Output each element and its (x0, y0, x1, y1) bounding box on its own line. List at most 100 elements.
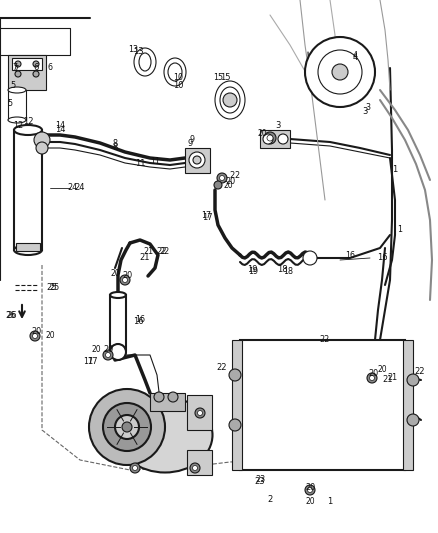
Text: 6: 6 (47, 62, 53, 71)
Circle shape (267, 135, 273, 141)
Text: 9: 9 (187, 139, 193, 148)
Text: 16: 16 (377, 254, 387, 262)
Text: 4: 4 (353, 53, 357, 62)
Text: 18: 18 (283, 268, 293, 277)
Text: 6: 6 (33, 63, 39, 72)
Circle shape (122, 422, 132, 432)
Text: 17: 17 (87, 358, 97, 367)
Text: 9: 9 (190, 135, 194, 144)
Text: 5: 5 (11, 80, 16, 90)
Text: 24: 24 (67, 183, 77, 192)
Bar (187, 395, 212, 430)
Circle shape (32, 334, 38, 338)
Text: 11: 11 (150, 157, 160, 166)
Text: 26: 26 (7, 311, 18, 320)
Circle shape (264, 132, 276, 144)
Text: 22: 22 (415, 367, 425, 376)
Circle shape (318, 50, 362, 94)
Circle shape (33, 61, 39, 67)
Text: 10: 10 (173, 74, 183, 83)
Circle shape (367, 373, 377, 383)
Circle shape (106, 352, 110, 358)
Text: 20: 20 (305, 482, 315, 491)
Ellipse shape (8, 117, 26, 123)
Text: 13: 13 (128, 45, 138, 54)
Circle shape (123, 278, 127, 282)
Circle shape (115, 415, 139, 439)
Circle shape (30, 331, 40, 341)
Circle shape (189, 152, 205, 168)
Circle shape (214, 181, 222, 189)
Text: 20: 20 (110, 269, 120, 278)
Text: 8: 8 (112, 143, 118, 152)
Bar (260, 130, 290, 148)
Circle shape (307, 488, 312, 492)
Circle shape (229, 419, 241, 431)
Bar (110, 295, 126, 350)
Bar (403, 340, 413, 470)
Bar (14, 130, 42, 250)
Text: 15: 15 (220, 74, 230, 83)
Text: 20: 20 (31, 327, 41, 336)
Circle shape (195, 408, 205, 418)
Ellipse shape (134, 48, 156, 76)
Text: 16: 16 (133, 318, 143, 327)
Text: 17: 17 (201, 211, 211, 220)
Circle shape (154, 392, 164, 402)
Text: 20: 20 (305, 497, 315, 506)
Ellipse shape (164, 58, 186, 86)
Text: 13: 13 (133, 47, 143, 56)
Circle shape (89, 389, 165, 465)
Text: 20: 20 (257, 128, 267, 138)
Text: 24: 24 (75, 183, 85, 192)
Bar (12, 58, 42, 70)
Text: 14: 14 (55, 125, 65, 134)
Text: 22: 22 (157, 247, 167, 256)
Text: 18: 18 (277, 265, 287, 274)
Circle shape (305, 37, 375, 107)
Bar (8, 55, 46, 90)
Text: 19: 19 (247, 265, 257, 274)
Text: 22: 22 (320, 335, 330, 344)
Circle shape (263, 134, 273, 144)
Circle shape (130, 463, 140, 473)
Text: 21: 21 (383, 376, 393, 384)
Text: 20: 20 (368, 369, 378, 378)
Text: 23: 23 (255, 475, 265, 484)
Ellipse shape (110, 292, 126, 298)
Bar (185, 148, 210, 173)
Text: 4: 4 (353, 51, 357, 60)
Text: 1: 1 (392, 166, 398, 174)
Circle shape (219, 175, 225, 181)
Ellipse shape (110, 347, 126, 353)
Circle shape (36, 142, 48, 154)
Bar (232, 340, 242, 470)
Bar (16, 243, 40, 251)
Text: 17: 17 (83, 358, 93, 367)
Circle shape (103, 350, 113, 360)
Text: 3: 3 (362, 108, 367, 117)
Text: 21: 21 (387, 374, 397, 383)
Text: 2: 2 (234, 171, 240, 180)
Circle shape (193, 156, 201, 164)
Ellipse shape (220, 87, 240, 113)
Circle shape (370, 376, 374, 381)
Text: 19: 19 (248, 268, 258, 277)
Circle shape (217, 173, 227, 183)
Ellipse shape (14, 125, 42, 135)
Circle shape (229, 369, 241, 381)
Text: 16: 16 (135, 316, 145, 325)
Circle shape (33, 71, 39, 77)
Text: 20: 20 (225, 177, 235, 187)
Circle shape (110, 344, 126, 360)
Text: 23: 23 (254, 478, 265, 487)
Circle shape (223, 93, 237, 107)
Text: 20: 20 (377, 366, 387, 375)
Text: 26: 26 (5, 311, 15, 319)
Text: 16: 16 (345, 252, 355, 261)
Text: 12: 12 (23, 117, 33, 126)
Circle shape (407, 414, 419, 426)
Text: 3: 3 (276, 122, 281, 131)
Circle shape (407, 374, 419, 386)
Circle shape (168, 392, 178, 402)
